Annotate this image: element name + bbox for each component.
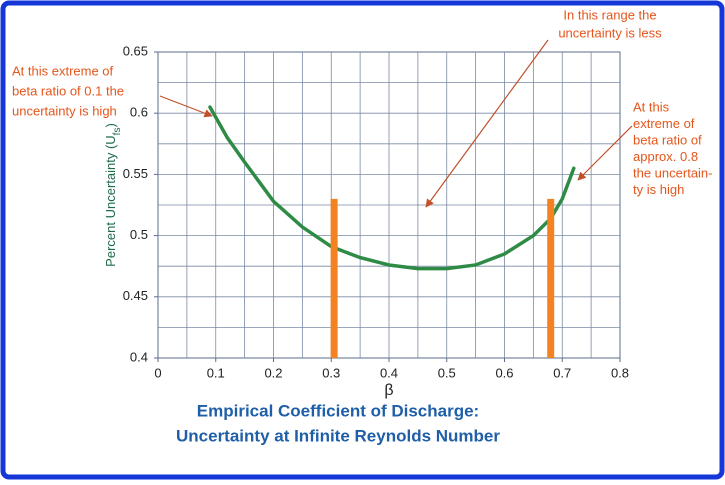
x-tick-label: 0.7 — [553, 365, 571, 380]
y-tick-label: 0.55 — [123, 166, 148, 181]
curve — [208, 105, 576, 271]
x-tick-label: 0 — [154, 365, 161, 380]
annotation: uncertainty is high — [12, 103, 117, 118]
y-tick-label: 0.6 — [130, 105, 148, 120]
annotation: extreme of — [633, 116, 695, 131]
annotation: In this range the — [563, 7, 656, 22]
x-axis-label: β — [384, 382, 393, 399]
x-tick-label: 0.4 — [380, 365, 398, 380]
arrow — [577, 125, 633, 181]
chart-title: Empirical Coefficient of Discharge: — [197, 401, 479, 420]
annotation: beta ratio of — [633, 132, 702, 147]
x-tick-label: 0.8 — [611, 365, 629, 380]
y-tick-label: 0.45 — [123, 288, 148, 303]
x-tick-label: 0.5 — [438, 365, 456, 380]
x-tick-label: 0.1 — [207, 365, 225, 380]
y-axis-label: Percent Uncertainty (Ufs) — [103, 123, 123, 267]
y-tick-label: 0.65 — [123, 43, 148, 58]
y-label-part: Percent Uncertainty (U — [103, 135, 118, 267]
x-tick-label: 0.6 — [495, 365, 513, 380]
annotation: uncertainty is less — [558, 25, 662, 40]
chart-title: Uncertainty at Infinite Reynolds Number — [176, 426, 500, 445]
annotation: approx. 0.8 — [633, 149, 698, 164]
annotation: At this — [633, 99, 670, 114]
annotation: At this extreme of — [12, 63, 114, 78]
arrow — [159, 95, 213, 118]
y-tick-label: 0.5 — [130, 227, 148, 242]
arrow — [425, 39, 549, 208]
annotation: beta ratio of 0.1 the — [12, 83, 124, 98]
y-label-part: fs — [112, 128, 123, 136]
x-tick-label: 0.2 — [264, 365, 282, 380]
annotation: the uncertain- — [633, 165, 713, 180]
y-tick-label: 0.4 — [130, 349, 148, 364]
y-label-part: ) — [103, 123, 118, 127]
x-tick-label: 0.3 — [322, 365, 340, 380]
annotation: ty is high — [633, 182, 684, 197]
